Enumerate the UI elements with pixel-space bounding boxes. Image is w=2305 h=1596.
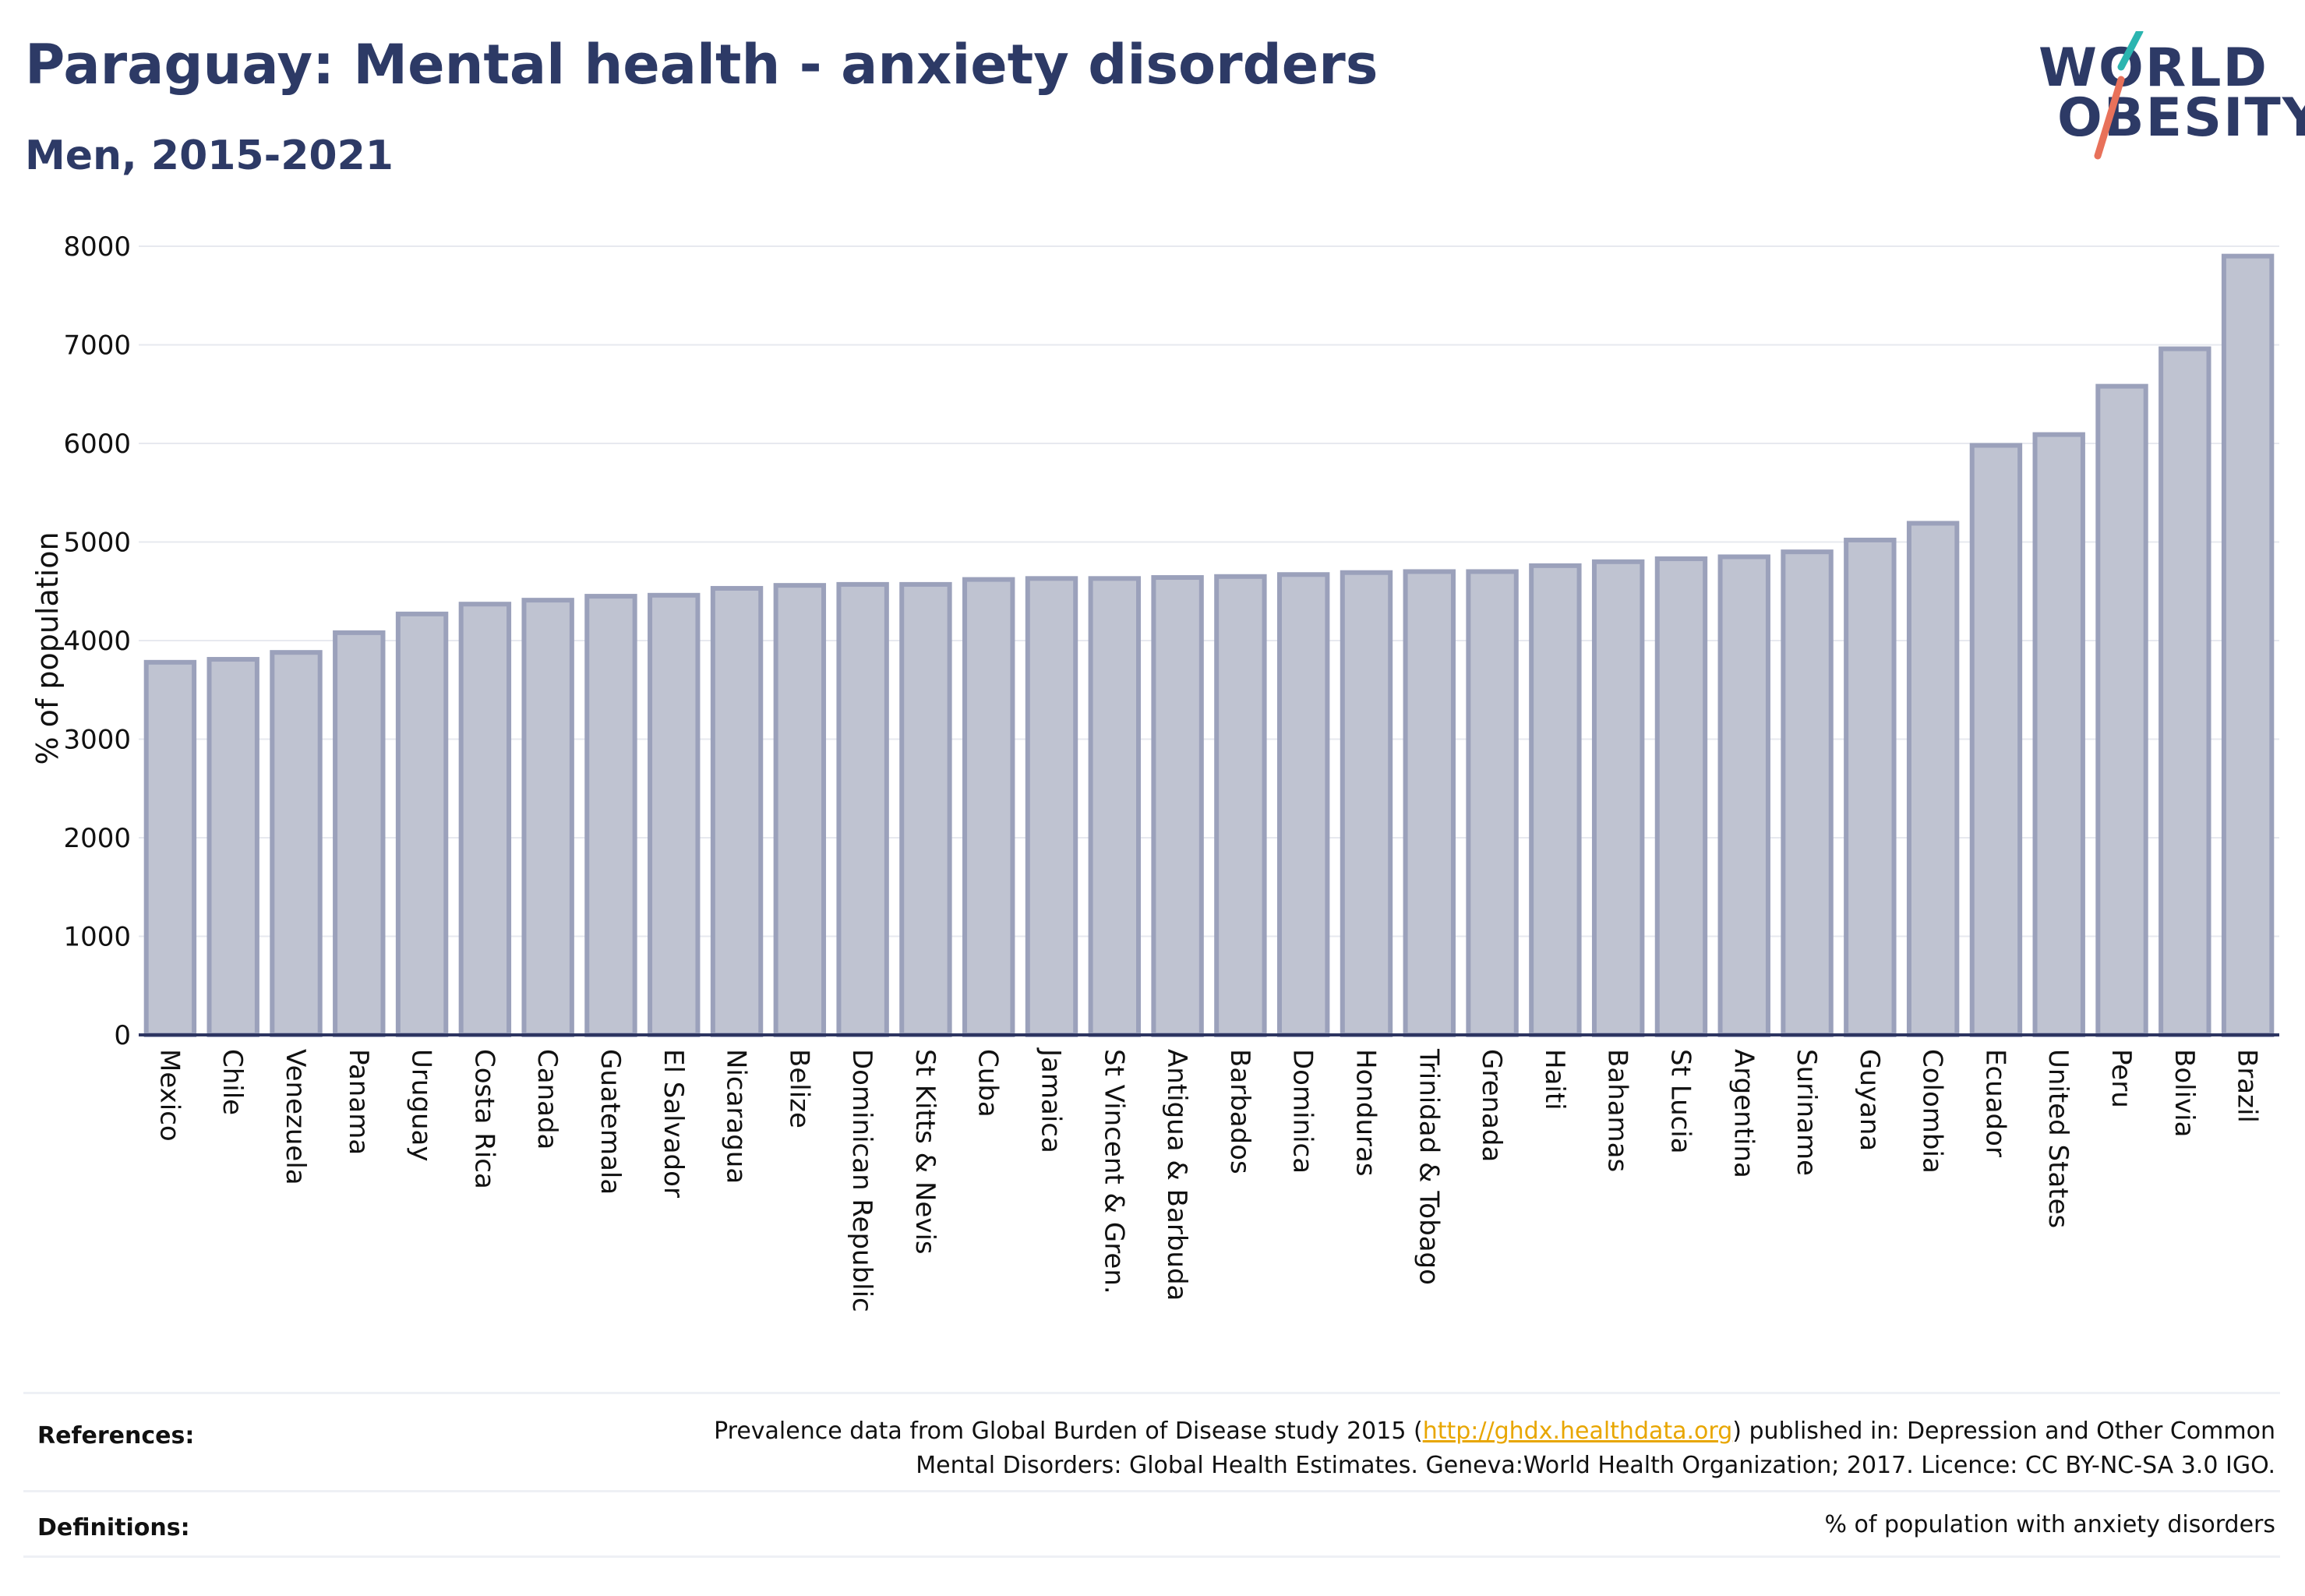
y-tick-label: 1000 <box>63 922 131 953</box>
x-tick-label: Uruguay <box>406 1049 437 1162</box>
bar-st-vincent-gren- <box>1088 576 1142 1037</box>
x-tick-label: Argentina <box>1728 1049 1759 1178</box>
logo-line2: OBESITY <box>2057 87 2305 149</box>
bar-haiti <box>1529 563 1582 1037</box>
logo-line1: WORLD <box>2038 37 2268 99</box>
x-tick-label: Peru <box>2106 1049 2137 1108</box>
bar-colombia <box>1906 521 1960 1037</box>
y-tick-label: 3000 <box>63 725 131 756</box>
x-tick-label: United States <box>2042 1049 2074 1228</box>
y-tick-label: 4000 <box>63 626 131 657</box>
references-line2: Mental Disorders: Global Health Estimate… <box>916 1452 2275 1479</box>
bar-venezuela <box>270 650 323 1037</box>
x-tick-label: Guatemala <box>595 1049 626 1195</box>
x-tick-label: Haiti <box>1539 1049 1570 1110</box>
y-axis-label: % of population <box>30 531 65 764</box>
x-tick-label: Dominica <box>1287 1049 1318 1174</box>
bar-st-lucia <box>1654 556 1708 1037</box>
x-tick-label: Barbados <box>1224 1049 1255 1174</box>
x-tick-label: Bolivia <box>2169 1049 2200 1137</box>
y-tick-label: 6000 <box>63 429 131 460</box>
bar-guyana <box>1844 537 1897 1037</box>
y-tick-label: 7000 <box>63 330 131 362</box>
bar-honduras <box>1340 570 1393 1037</box>
bar-peru <box>2095 383 2148 1037</box>
x-tick-label: Bahamas <box>1602 1049 1633 1172</box>
bar-chart: 0 1000 2000 3000 4000 5000 6000 7000 8000 % of po… <box>30 231 2279 1312</box>
bar-cuba <box>962 577 1015 1037</box>
x-tick-label: Canada <box>531 1049 563 1149</box>
bar-jamaica <box>1025 576 1078 1037</box>
y-tick-label: 5000 <box>63 528 131 559</box>
x-tick-label: Costa Rica <box>468 1049 499 1189</box>
y-tick-label: 0 <box>114 1020 131 1051</box>
chart-subtitle: Men, 2015-2021 <box>25 132 394 179</box>
x-tick-label: St Lucia <box>1664 1049 1696 1154</box>
references-link[interactable]: http://ghdx.healthdata.org <box>1422 1418 1733 1445</box>
x-tick-label: St Kitts & Nevis <box>909 1049 941 1255</box>
x-tick-label: Nicaragua <box>721 1049 752 1184</box>
definitions-text: % of population with anxiety disorders <box>1824 1511 2275 1538</box>
bar-suriname <box>1781 549 1834 1037</box>
y-tick-label: 2000 <box>63 823 131 854</box>
references-label: References: <box>37 1422 195 1449</box>
bar-barbados <box>1214 574 1267 1037</box>
x-tick-label: Mexico <box>154 1049 185 1142</box>
x-tick-label: Suriname <box>1791 1049 1822 1176</box>
bar-chile <box>206 657 259 1037</box>
x-tick-label: Brazil <box>2232 1049 2263 1123</box>
bar-bolivia <box>2159 346 2211 1037</box>
references-line1-pre: Prevalence data from Global Burden of Di… <box>714 1418 1423 1445</box>
bar-belize <box>773 583 827 1037</box>
bar-trinidad-tobago <box>1403 569 1456 1037</box>
bar-panama <box>333 630 386 1037</box>
bar-grenada <box>1466 569 1519 1037</box>
x-tick-label: Trinidad & Tobago <box>1413 1048 1444 1285</box>
x-tick-label: Belize <box>783 1049 814 1128</box>
x-tick-label: Guyana <box>1854 1049 1885 1151</box>
x-tick-label: Ecuador <box>1979 1049 2010 1157</box>
bar-nicaragua <box>710 585 764 1037</box>
bar-brazil <box>2221 253 2275 1037</box>
chart-title: Paraguay: Mental health - anxiety disord… <box>25 33 1378 97</box>
x-tick-label: Venezuela <box>280 1049 311 1185</box>
definitions-section: Definitions: % of population with anxiet… <box>23 1490 2280 1558</box>
x-tick-label: Colombia <box>1917 1049 1948 1174</box>
definitions-label: Definitions: <box>37 1514 190 1541</box>
x-tick-label: Cuba <box>972 1049 1004 1118</box>
y-tick-label: 8000 <box>63 231 131 263</box>
references-text: Prevalence data from Global Burden of Di… <box>714 1414 2275 1483</box>
bar-antigua-barbuda <box>1151 575 1204 1037</box>
x-tick-label: St Vincent & Gren. <box>1098 1049 1129 1294</box>
bar-costa-rica <box>458 602 512 1037</box>
x-tick-label: Panama <box>343 1049 374 1155</box>
x-tick-label: Dominican Republic <box>846 1049 877 1312</box>
world-obesity-logo: WORLD OBESITY <box>2026 31 2305 164</box>
references-line1-post: ) published in: Depression and Other Com… <box>1732 1418 2275 1445</box>
bar-ecuador <box>1969 443 2023 1037</box>
x-tick-label: Antigua & Barbuda <box>1161 1049 1192 1301</box>
x-tick-label: Chile <box>217 1049 248 1115</box>
references-section: References: Prevalence data from Global … <box>23 1392 2280 1492</box>
bar-argentina <box>1717 554 1770 1037</box>
x-tick-label: Jamaica <box>1036 1047 1067 1153</box>
bar-guatemala <box>584 594 637 1037</box>
footer-divider <box>23 1555 2280 1559</box>
bar-united-states <box>2032 432 2085 1037</box>
bar-el-salvador <box>648 592 701 1037</box>
bar-canada <box>521 598 574 1037</box>
bar-dominican-republic <box>836 581 889 1037</box>
x-tick-label: El Salvador <box>658 1049 689 1198</box>
bar-dominica <box>1276 572 1330 1037</box>
x-tick-label: Honduras <box>1350 1049 1381 1177</box>
bar-uruguay <box>395 611 449 1037</box>
bar-mexico <box>143 659 197 1038</box>
x-tick-label: Grenada <box>1476 1049 1507 1162</box>
logo-slash-icon <box>2094 31 2144 160</box>
bar-bahamas <box>1591 559 1645 1037</box>
bar-st-kitts-nevis <box>899 581 952 1037</box>
